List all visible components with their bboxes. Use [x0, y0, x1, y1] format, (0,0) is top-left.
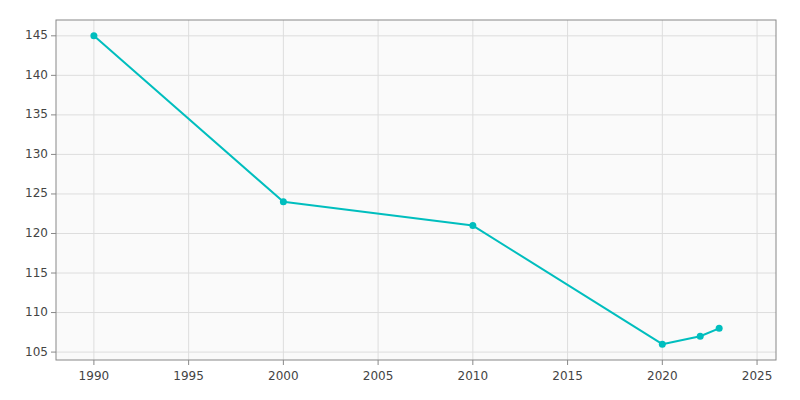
x-tick [93, 360, 94, 365]
x-tick [188, 360, 189, 365]
y-grid-line [56, 352, 776, 353]
y-grid-line [56, 273, 776, 274]
x-grid-line [188, 20, 189, 360]
y-grid-line [56, 75, 776, 76]
chart: 105 110 115 120 125 130 135 140 145 1990 1995 2000 2… [0, 0, 800, 400]
point [697, 333, 704, 340]
y-tick-label: 110 [25, 305, 48, 319]
y-tick-label: 140 [25, 68, 48, 82]
plot-background [56, 20, 776, 360]
x-grid-line [662, 20, 663, 360]
y-tick-label: 130 [25, 147, 48, 161]
y-tick [51, 193, 56, 194]
plot-frame [56, 20, 776, 360]
y-tick [51, 75, 56, 76]
y-tick [51, 35, 56, 36]
y-grid-line [56, 35, 776, 36]
x-tick-label: 2010 [458, 369, 489, 383]
point [90, 32, 97, 39]
y-grid-line [56, 193, 776, 194]
x-tick [378, 360, 379, 365]
x-grid-line [757, 20, 758, 360]
x-grid-line [472, 20, 473, 360]
y-tick [51, 352, 56, 353]
y-grid-line [56, 312, 776, 313]
series [90, 32, 722, 347]
y-tick [51, 114, 56, 115]
y-grid-line [56, 154, 776, 155]
y-tick-label: 115 [25, 266, 48, 280]
x-tick-label: 2015 [552, 369, 583, 383]
y-tick [51, 154, 56, 155]
chart-container: 105 110 115 120 125 130 135 140 145 1990 1995 2000 2… [0, 0, 800, 400]
y-tick-label: 145 [25, 28, 48, 42]
y-grid-line [56, 114, 776, 115]
y-tick [51, 233, 56, 234]
y-tick-label: 125 [25, 186, 48, 200]
x-tick-label: 2025 [742, 369, 773, 383]
x-tick [283, 360, 284, 365]
x-grid-line [93, 20, 94, 360]
x-tick-label: 1990 [79, 369, 110, 383]
x-grid-line [567, 20, 568, 360]
x-tick-label: 1995 [173, 369, 204, 383]
y-tick-label: 105 [25, 345, 48, 359]
y-tick-label: 135 [25, 107, 48, 121]
y-grid-line [56, 233, 776, 234]
axes: 105 110 115 120 125 130 135 140 145 1990 1995 2000 2… [25, 20, 776, 383]
x-tick [662, 360, 663, 365]
point [659, 341, 666, 348]
x-tick [472, 360, 473, 365]
x-tick [757, 360, 758, 365]
grid [56, 20, 776, 360]
y-tick [51, 312, 56, 313]
y-tick [51, 273, 56, 274]
point [280, 198, 287, 205]
x-grid-line [378, 20, 379, 360]
x-tick [567, 360, 568, 365]
x-tick-label: 2005 [363, 369, 394, 383]
point [469, 222, 476, 229]
y-tick-label: 120 [25, 226, 48, 240]
x-tick-label: 2000 [268, 369, 299, 383]
x-tick-label: 2020 [647, 369, 678, 383]
point [716, 325, 723, 332]
x-grid-line [283, 20, 284, 360]
line [94, 36, 719, 344]
